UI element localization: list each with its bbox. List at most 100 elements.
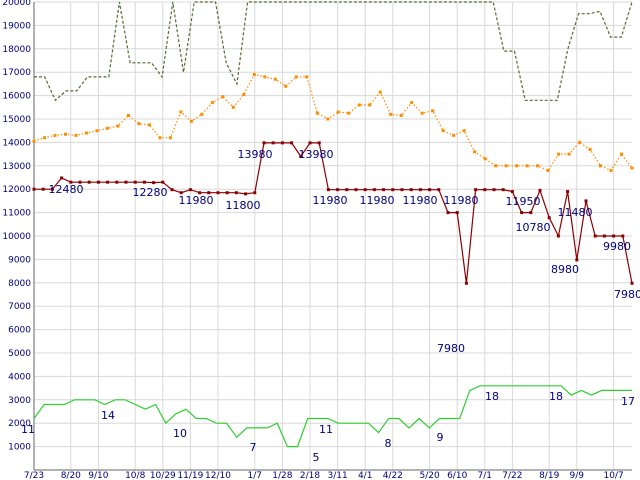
- series-point: [437, 188, 441, 192]
- series-point: [630, 166, 634, 170]
- x-tick-labels: 7/23 8/20 9/10 10/8 10/29 11/19 12/10 1/7 1/28 2/…: [24, 471, 624, 480]
- series-point: [483, 188, 487, 192]
- series-point: [216, 191, 220, 195]
- series-point: [78, 180, 82, 184]
- data-label: 11980: [444, 194, 479, 207]
- data-label: 8980: [551, 263, 579, 276]
- y-tick-label: 18000: [2, 45, 31, 55]
- series-point: [69, 180, 73, 184]
- y-tick-label: 7000: [8, 302, 31, 312]
- series-point: [382, 188, 386, 192]
- series-point: [529, 211, 533, 215]
- series-point: [161, 180, 165, 184]
- series-point: [567, 152, 571, 156]
- series-line-0: [34, 142, 633, 284]
- series-point: [372, 188, 376, 192]
- series-point: [116, 124, 120, 128]
- y-tick-label: 19000: [2, 21, 31, 31]
- y-tick-label: 10000: [2, 232, 31, 242]
- series-point: [95, 129, 99, 133]
- series-point: [391, 188, 395, 192]
- x-tick-label: 12/10: [205, 471, 231, 480]
- series-point: [326, 117, 330, 121]
- series-point: [221, 95, 225, 99]
- data-label: 11980: [179, 194, 214, 207]
- series-point: [308, 141, 312, 145]
- series-point: [431, 109, 435, 113]
- y-tick-label: 8000: [8, 279, 31, 289]
- data-label: 18: [549, 390, 563, 403]
- y-tick-labels: 1000 2000 3000 4000 5000 6000 7000 8000 9000 1000…: [2, 0, 31, 453]
- series-point: [578, 140, 582, 144]
- series-point: [420, 111, 424, 115]
- x-tick-label: 7/1: [478, 471, 492, 480]
- series-lines: [32, 1, 634, 448]
- data-label: 11: [21, 423, 35, 436]
- series-point: [538, 188, 542, 192]
- series-point: [317, 141, 321, 145]
- series-point: [409, 188, 413, 192]
- data-label: 11980: [403, 194, 438, 207]
- series-point: [504, 164, 508, 168]
- x-tick-label: 10/8: [125, 471, 145, 480]
- series-point: [252, 73, 256, 77]
- series-line-2: [34, 1, 633, 102]
- series-point: [207, 191, 211, 195]
- series-point: [336, 110, 340, 114]
- series-point: [400, 188, 404, 192]
- series-point: [621, 234, 625, 238]
- series-point: [566, 190, 570, 194]
- y-tick-label: 4000: [8, 372, 31, 382]
- data-label: 7980: [614, 288, 640, 301]
- series-point: [612, 234, 616, 238]
- series-point: [557, 152, 561, 156]
- y-tick-label: 3000: [8, 396, 31, 406]
- series-point: [501, 188, 505, 192]
- series-point: [179, 110, 183, 114]
- series-point: [536, 164, 540, 168]
- x-tick-label: 11/19: [177, 471, 203, 480]
- data-labels: 11 14 10 7 5 11 8 9 18 18 17 12480 12280 11980 11800 13…: [21, 148, 640, 464]
- data-label: 12280: [133, 186, 168, 199]
- series-point: [462, 129, 466, 133]
- x-tick-label: 4/22: [383, 471, 403, 480]
- data-label: 11: [319, 423, 333, 436]
- series-point: [271, 141, 275, 145]
- series-point: [510, 190, 514, 194]
- series-point: [168, 136, 172, 140]
- x-tick-label: 2/18: [300, 471, 320, 480]
- series-point: [87, 180, 91, 184]
- series-point: [602, 234, 606, 238]
- series-point: [575, 258, 579, 262]
- x-tick-label: 10/29: [150, 471, 176, 480]
- x-tick-label: 3/11: [327, 471, 347, 480]
- series-point: [179, 191, 183, 195]
- y-tick-label: 13000: [2, 162, 31, 172]
- x-tick-label: 1/28: [272, 471, 292, 480]
- series-point: [492, 188, 496, 192]
- data-label: 13980: [299, 148, 334, 161]
- series-point: [630, 281, 634, 285]
- series-point: [152, 181, 156, 185]
- series-point: [262, 141, 266, 145]
- series-point: [137, 122, 141, 126]
- data-label: 11980: [360, 194, 395, 207]
- series-point: [63, 132, 67, 136]
- x-tick-label: 9/9: [570, 471, 585, 480]
- y-tick-label: 20000: [2, 0, 31, 8]
- y-tick-label: 16000: [2, 92, 31, 102]
- y-tick-label: 17000: [2, 68, 31, 78]
- series-point: [273, 77, 277, 81]
- series-point: [399, 113, 403, 117]
- series-point: [50, 187, 54, 191]
- series-point: [60, 176, 64, 180]
- data-label: 7980: [437, 342, 465, 355]
- data-label: 9: [437, 431, 444, 444]
- x-tick-label: 6/10: [447, 471, 467, 480]
- series-point: [158, 136, 162, 140]
- series-point: [418, 188, 422, 192]
- series-point: [584, 199, 588, 203]
- series-point: [188, 188, 192, 192]
- x-tick-label: 8/20: [61, 471, 81, 480]
- series-point: [41, 187, 45, 191]
